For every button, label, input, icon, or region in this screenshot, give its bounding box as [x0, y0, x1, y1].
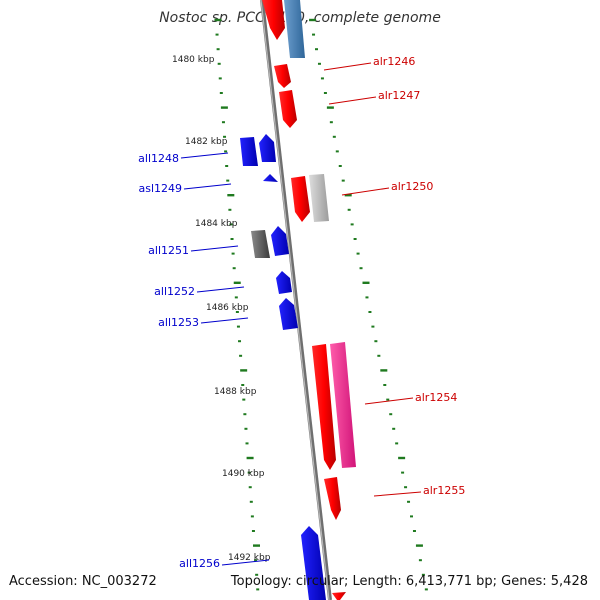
gene-feature[interactable] [279, 298, 298, 330]
gene-label[interactable]: all1248 [138, 152, 179, 165]
scale-label: 1486 kbp [206, 303, 249, 313]
scale-label: 1490 kbp [222, 469, 265, 479]
gene-feature[interactable] [271, 226, 289, 256]
gene-feature[interactable] [332, 592, 346, 600]
reverse-strand [240, 134, 326, 600]
gene-label[interactable]: all1256 [179, 557, 220, 570]
gene-feature[interactable] [263, 174, 278, 182]
gene-label[interactable]: alr1254 [415, 391, 457, 404]
gene-feature[interactable] [284, 0, 305, 58]
gene-label[interactable]: all1252 [154, 285, 195, 298]
gene-feature[interactable] [301, 526, 326, 600]
scale-label: 1482 kbp [185, 137, 228, 147]
gene-feature[interactable] [240, 137, 258, 166]
gene-feature[interactable] [262, 0, 285, 40]
gene-label[interactable]: all1251 [148, 244, 189, 257]
gene-label[interactable]: alr1246 [373, 55, 415, 68]
gene-feature[interactable] [276, 271, 292, 294]
accession-text: Accession: NC_003272 [9, 574, 157, 589]
forward-labels: alr1246 alr1247 alr1250 alr1254 alr1255 [323, 55, 465, 497]
gene-feature[interactable] [274, 64, 291, 88]
gene-feature[interactable] [312, 344, 336, 470]
scale-label: 1488 kbp [214, 387, 257, 397]
gene-feature[interactable] [279, 90, 297, 128]
gene-label[interactable]: alr1247 [378, 89, 420, 102]
gene-label[interactable]: all1253 [158, 316, 199, 329]
gene-feature[interactable] [259, 134, 276, 162]
gene-feature[interactable] [291, 176, 310, 222]
gene-feature[interactable] [330, 342, 356, 468]
gene-label[interactable]: alr1255 [423, 484, 465, 497]
scale-labels: 1480 kbp 1482 kbp 1484 kbp 1486 kbp 1488… [172, 55, 271, 563]
gene-label[interactable]: asl1249 [138, 182, 182, 195]
genome-summary-text: Topology: circular; Length: 6,413,771 bp… [230, 574, 588, 589]
scale-label: 1484 kbp [195, 219, 238, 229]
gene-feature[interactable] [251, 230, 270, 258]
gene-feature[interactable] [324, 477, 341, 520]
genome-backbone [260, 0, 332, 600]
scale-label: 1492 kbp [228, 553, 271, 563]
gene-feature[interactable] [309, 174, 329, 222]
reverse-labels: all1248 asl1249 all1251 all1252 all1253 … [138, 152, 270, 570]
scale-label: 1480 kbp [172, 55, 215, 65]
scale-ticks [214, 18, 428, 591]
forward-strand [262, 0, 356, 600]
gene-label[interactable]: alr1250 [391, 180, 433, 193]
